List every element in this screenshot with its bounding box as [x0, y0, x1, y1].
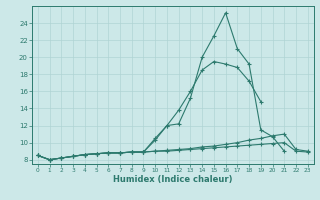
X-axis label: Humidex (Indice chaleur): Humidex (Indice chaleur)	[113, 175, 233, 184]
